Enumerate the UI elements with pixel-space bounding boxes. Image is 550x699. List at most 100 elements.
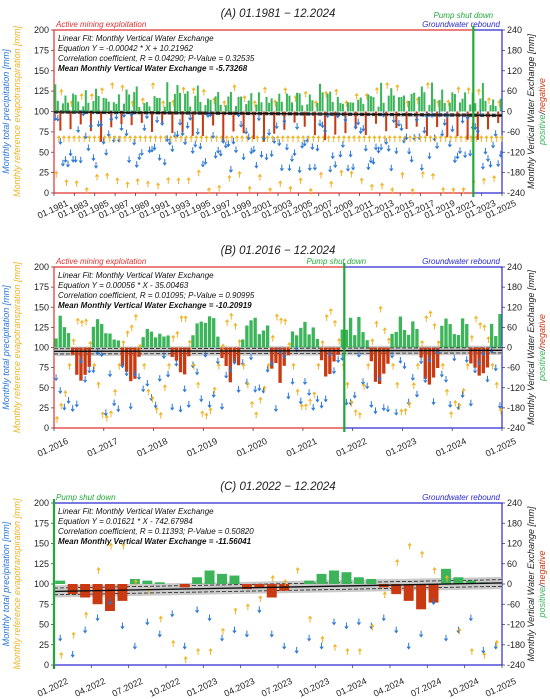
vwe-bar bbox=[270, 347, 274, 369]
precip-arrow bbox=[267, 129, 272, 136]
precip-arrow bbox=[95, 614, 100, 622]
left-tick-label: 25 bbox=[39, 168, 49, 178]
precip-arrow bbox=[96, 120, 101, 128]
vwe-bar bbox=[154, 582, 165, 584]
precip-arrow bbox=[112, 399, 117, 407]
right-tick-label: 0 bbox=[507, 579, 512, 589]
vwe-bar bbox=[228, 347, 232, 383]
chart-panel-3: (C) 01.2022 − 12.2024 0 25 50 75 100 125 150 175… bbox=[1, 481, 547, 699]
evap-arrow bbox=[237, 339, 242, 346]
left-tick-label: 100 bbox=[34, 579, 49, 589]
vwe-bar bbox=[265, 96, 268, 112]
vwe-bar bbox=[236, 347, 241, 366]
evap-arrow bbox=[100, 87, 105, 95]
vwe-bar bbox=[293, 111, 296, 123]
precip-arrow bbox=[153, 401, 158, 409]
vwe-bar bbox=[359, 97, 362, 112]
evap-arrow bbox=[432, 322, 437, 330]
precip-arrow bbox=[427, 152, 432, 160]
evap-arrow bbox=[224, 135, 229, 142]
vwe-bar bbox=[458, 102, 462, 112]
evap-arrow bbox=[222, 100, 227, 108]
precip-arrow bbox=[68, 149, 73, 157]
precip-arrow bbox=[83, 132, 88, 140]
evap-arrow bbox=[258, 595, 263, 603]
evap-arrow bbox=[444, 575, 450, 582]
precip-arrow bbox=[407, 147, 412, 155]
precip-arrow bbox=[274, 122, 279, 130]
vwe-bar bbox=[217, 573, 227, 584]
precip-arrow bbox=[311, 403, 316, 411]
precip-arrow bbox=[193, 140, 198, 148]
vwe-bar bbox=[273, 111, 276, 134]
vwe-bar bbox=[58, 315, 62, 348]
precip-arrow bbox=[129, 110, 134, 118]
evap-arrow bbox=[324, 314, 329, 321]
evap-arrow bbox=[241, 362, 246, 370]
vwe-bar bbox=[217, 92, 220, 112]
evap-arrow bbox=[357, 411, 362, 419]
vwe-bar bbox=[307, 334, 311, 348]
right-axis-label: Monthly Vertical Water Exchange [mm] bbox=[526, 506, 536, 662]
rebound-frame bbox=[473, 29, 503, 194]
precip-arrow bbox=[331, 618, 337, 626]
evap-arrow bbox=[112, 135, 117, 142]
precip-arrow bbox=[74, 400, 79, 408]
vwe-bar bbox=[334, 111, 337, 135]
vwe-bar bbox=[456, 111, 459, 137]
evap-arrow bbox=[162, 384, 167, 392]
evap-arrow bbox=[420, 339, 425, 347]
evap-arrow bbox=[466, 86, 471, 94]
vwe-bar bbox=[61, 103, 64, 112]
evap-arrow bbox=[285, 135, 290, 142]
precip-arrow bbox=[468, 614, 473, 622]
vwe-bar bbox=[117, 584, 128, 601]
right-tick-label: -120 bbox=[507, 383, 525, 393]
evap-arrow bbox=[476, 88, 481, 96]
precip-arrow bbox=[207, 614, 212, 622]
precip-arrow bbox=[365, 382, 370, 390]
precip-arrow bbox=[170, 403, 175, 411]
precip-arrow bbox=[137, 373, 142, 381]
vwe-bar bbox=[179, 584, 190, 588]
evap-arrow bbox=[486, 97, 492, 104]
vwe-bar bbox=[278, 347, 282, 383]
left-tick-label: 200 bbox=[34, 25, 49, 35]
vwe-bar bbox=[469, 104, 472, 112]
evap-arrow bbox=[108, 410, 114, 418]
precip-arrow bbox=[149, 145, 155, 153]
vwe-bar bbox=[104, 333, 108, 348]
vwe-bar bbox=[340, 329, 344, 348]
evap-arrow bbox=[295, 566, 300, 574]
annotation-correlation: Correlation coefficient, R = 0.04290; P-… bbox=[58, 54, 255, 63]
negative-word: negative bbox=[537, 78, 547, 112]
precip-arrow bbox=[91, 366, 96, 374]
vwe-bar bbox=[290, 331, 295, 348]
evap-arrow bbox=[186, 176, 191, 184]
x-tick-label: 01.2023 bbox=[185, 676, 219, 699]
evap-arrow bbox=[89, 93, 94, 100]
vwe-bar bbox=[171, 111, 174, 134]
vwe-bar bbox=[420, 86, 423, 112]
precip-arrow bbox=[65, 160, 71, 168]
vwe-bar bbox=[176, 84, 179, 112]
vwe-bar bbox=[163, 106, 166, 112]
vwe-bar bbox=[143, 103, 146, 112]
vwe-bar bbox=[105, 98, 108, 112]
slash: / bbox=[537, 583, 547, 588]
band-upper-line bbox=[53, 579, 503, 589]
vwe-bar bbox=[222, 111, 225, 142]
precip-arrow bbox=[414, 390, 419, 398]
precip-arrow bbox=[91, 154, 96, 162]
right-tick-label: 60 bbox=[507, 86, 517, 96]
left-tick-label: 150 bbox=[34, 539, 49, 549]
precip-arrow bbox=[232, 626, 237, 634]
vwe-bar bbox=[112, 339, 116, 348]
precip-arrow bbox=[402, 362, 407, 370]
vwe-bar bbox=[120, 347, 125, 366]
precip-arrow bbox=[481, 646, 486, 654]
precip-arrow bbox=[440, 129, 445, 137]
precip-arrow bbox=[249, 147, 254, 155]
precip-arrow bbox=[70, 650, 75, 658]
annotation-fit-title: Linear Fit: Monthly Vertical Water Excha… bbox=[58, 507, 214, 516]
